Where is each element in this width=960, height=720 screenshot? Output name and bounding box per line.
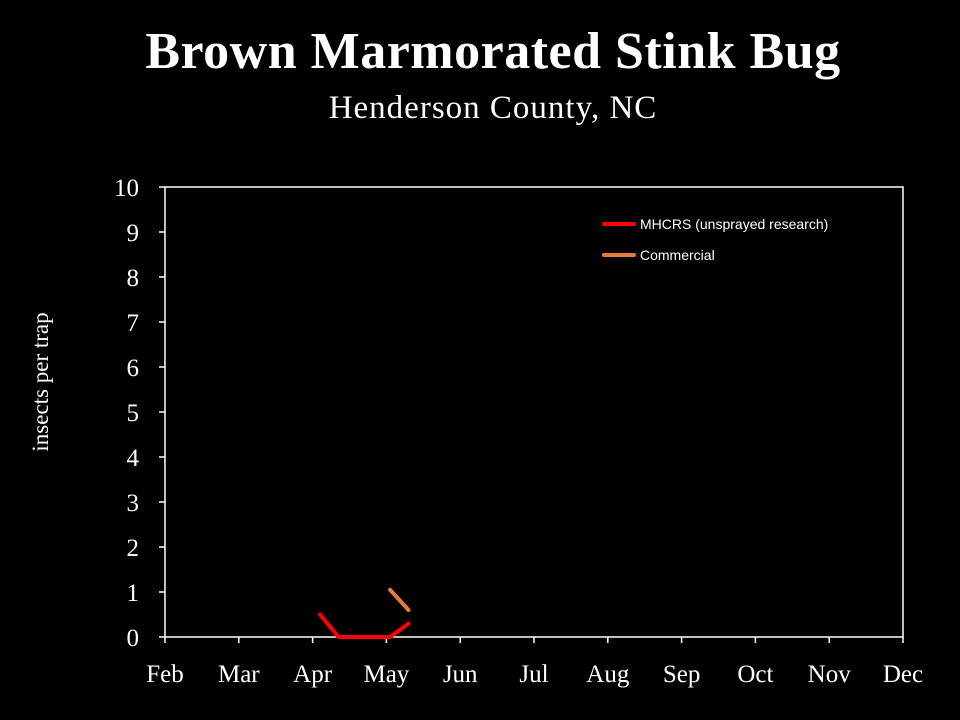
y-tick-label: 5 xyxy=(127,400,140,427)
y-axis: 0 1 2 3 4 5 6 7 8 9 10 xyxy=(114,175,165,652)
y-tick-label: 0 xyxy=(127,625,140,652)
y-tick-label: 9 xyxy=(127,220,140,247)
y-tick-label: 1 xyxy=(127,580,140,607)
y-tick-label: 6 xyxy=(127,355,140,382)
x-tick-label: Dec xyxy=(883,661,923,688)
x-tick-label: Apr xyxy=(293,661,333,688)
x-tick-label: Sep xyxy=(663,661,701,688)
y-tick-label: 8 xyxy=(127,265,140,292)
x-tick-label: Aug xyxy=(586,661,630,688)
y-tick-label: 10 xyxy=(114,175,139,202)
x-axis: Feb Mar Apr May Jun Jul Aug Sep Oct Nov Dec xyxy=(146,637,923,688)
y-tick-label: 3 xyxy=(127,490,140,517)
x-tick-label: Oct xyxy=(737,661,773,688)
chart-subtitle: Henderson County, NC xyxy=(328,90,658,126)
chart-title: Brown Marmorated Stink Bug xyxy=(145,23,841,80)
series-line-2 xyxy=(388,587,411,612)
x-tick-label: Nov xyxy=(808,661,852,688)
series-lines xyxy=(318,587,411,639)
y-axis-label: insects per trap xyxy=(28,312,53,451)
y-tick-label: 2 xyxy=(127,535,140,562)
x-tick-label: Jul xyxy=(519,661,548,688)
x-tick-label: Mar xyxy=(218,661,260,688)
plot-area xyxy=(164,186,904,638)
series-line-1 xyxy=(318,612,411,639)
y-tick-label: 4 xyxy=(127,445,140,472)
x-tick-label: Jun xyxy=(443,661,478,688)
legend-label-2: Commercial xyxy=(640,247,715,263)
x-tick-label: May xyxy=(363,661,409,688)
y-tick-label: 7 xyxy=(127,310,140,337)
x-tick-label: Feb xyxy=(146,661,184,688)
legend: MHCRS (unsprayed research) Commercial xyxy=(602,216,828,263)
legend-label-1: MHCRS (unsprayed research) xyxy=(640,216,828,232)
